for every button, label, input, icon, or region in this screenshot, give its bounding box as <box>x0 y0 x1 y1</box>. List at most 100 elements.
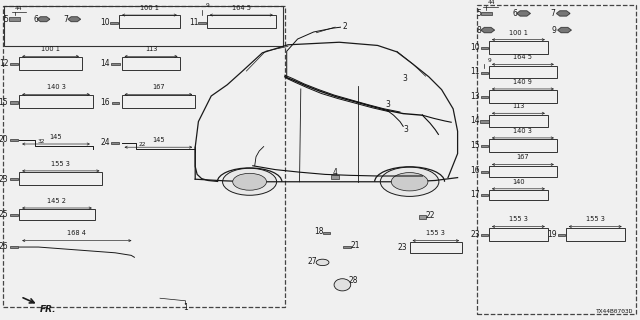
Text: 11: 11 <box>189 18 198 27</box>
Text: 145 2: 145 2 <box>47 198 67 204</box>
Bar <box>10 139 18 141</box>
Text: 12: 12 <box>0 60 8 68</box>
Bar <box>489 90 557 103</box>
Text: 13: 13 <box>470 92 480 101</box>
Bar <box>9 17 20 21</box>
Text: 5: 5 <box>3 15 8 24</box>
Bar <box>481 234 488 236</box>
Bar <box>489 228 548 241</box>
Text: 17: 17 <box>470 190 480 199</box>
Text: FR.: FR. <box>40 305 56 314</box>
Polygon shape <box>517 11 530 16</box>
Text: 164 5: 164 5 <box>232 5 251 11</box>
Text: 23: 23 <box>397 243 407 252</box>
Bar <box>19 57 82 70</box>
Circle shape <box>380 167 439 196</box>
Text: 44: 44 <box>15 5 22 11</box>
Text: 140 3: 140 3 <box>47 84 65 90</box>
Text: 26: 26 <box>0 242 8 251</box>
Text: 1: 1 <box>183 303 188 312</box>
Bar <box>566 228 625 241</box>
Circle shape <box>391 172 428 191</box>
Text: 44: 44 <box>488 0 495 5</box>
Bar <box>489 41 548 54</box>
Text: 20: 20 <box>0 135 8 144</box>
Text: 22: 22 <box>426 212 435 220</box>
Text: 25: 25 <box>0 210 8 219</box>
Bar <box>111 102 119 104</box>
Bar <box>481 145 488 147</box>
Bar <box>323 232 330 234</box>
Bar <box>489 190 548 200</box>
Bar <box>481 47 488 49</box>
Text: 23: 23 <box>470 230 480 239</box>
Polygon shape <box>557 11 570 16</box>
Text: 3: 3 <box>403 125 408 134</box>
Bar <box>481 194 488 196</box>
Text: 155 3: 155 3 <box>426 230 445 236</box>
Text: 113: 113 <box>512 103 525 109</box>
Bar <box>198 22 206 24</box>
Bar <box>489 115 548 127</box>
Text: 3: 3 <box>402 74 407 83</box>
Bar <box>111 142 119 144</box>
Text: 167: 167 <box>516 154 529 160</box>
Text: 16: 16 <box>470 166 480 175</box>
Text: 145: 145 <box>50 134 62 140</box>
Text: 100 1: 100 1 <box>41 46 60 52</box>
Text: TX44B0703D: TX44B0703D <box>596 308 634 314</box>
Text: 27: 27 <box>308 257 317 266</box>
Text: 15: 15 <box>0 98 8 107</box>
Bar <box>489 166 557 177</box>
Text: 14: 14 <box>470 116 480 125</box>
Text: 140 3: 140 3 <box>513 128 532 134</box>
Text: 164 5: 164 5 <box>513 54 532 60</box>
Bar <box>481 96 488 99</box>
Circle shape <box>223 168 276 195</box>
Text: 2: 2 <box>342 22 347 31</box>
Bar <box>122 57 180 70</box>
Text: 9: 9 <box>488 58 492 63</box>
Bar <box>119 15 180 28</box>
Bar <box>477 5 636 314</box>
Text: 140 9: 140 9 <box>513 79 532 85</box>
Text: 32: 32 <box>38 139 45 144</box>
Text: 9: 9 <box>552 26 557 35</box>
Bar <box>4 6 283 46</box>
Text: 19: 19 <box>547 230 557 239</box>
Text: 5: 5 <box>476 9 481 18</box>
Bar <box>110 22 118 24</box>
Text: 16: 16 <box>100 98 110 107</box>
Bar <box>10 178 18 180</box>
Text: 155 3: 155 3 <box>509 216 528 222</box>
Text: 22: 22 <box>138 142 146 147</box>
Bar <box>489 66 557 78</box>
Bar <box>207 15 276 28</box>
Text: 155 3: 155 3 <box>51 161 70 167</box>
Circle shape <box>316 259 329 266</box>
Polygon shape <box>481 28 494 33</box>
Ellipse shape <box>334 279 351 291</box>
Bar <box>10 101 18 104</box>
Bar <box>332 175 339 179</box>
Text: 7: 7 <box>63 15 68 24</box>
Bar <box>111 62 120 65</box>
Polygon shape <box>558 28 571 33</box>
Polygon shape <box>68 17 81 21</box>
Bar <box>3 6 285 307</box>
Text: 6: 6 <box>33 15 38 24</box>
Text: 100 1: 100 1 <box>509 29 528 36</box>
Text: 145: 145 <box>152 137 164 143</box>
Text: 15: 15 <box>470 141 480 150</box>
Text: 10: 10 <box>470 43 480 52</box>
Bar <box>19 209 95 220</box>
Text: 7: 7 <box>550 9 556 18</box>
Bar <box>410 242 462 253</box>
Bar <box>481 71 488 74</box>
Text: 140: 140 <box>512 179 525 185</box>
Bar <box>419 215 426 219</box>
Bar <box>10 246 18 248</box>
Bar <box>557 234 565 236</box>
Text: 11: 11 <box>470 68 480 76</box>
Text: 113: 113 <box>145 46 157 52</box>
